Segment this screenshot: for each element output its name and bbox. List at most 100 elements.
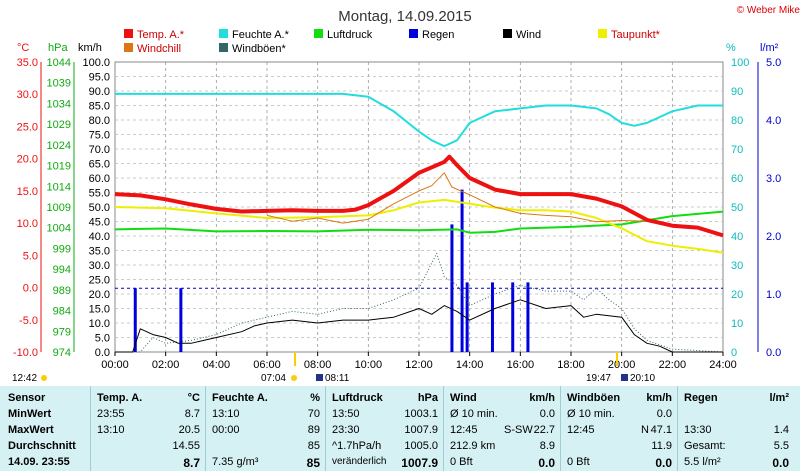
weather-chart: Montag, 14.09.2015 © Weber Mike Temp. A.… <box>12 5 800 384</box>
stats-wind-max-time: 12:45 <box>450 424 478 436</box>
pressure-axis-tick: 1004 <box>47 223 71 235</box>
series-line-windben <box>115 252 724 353</box>
pressure-axis-tick: 979 <box>53 326 71 338</box>
stats-pressure-max-val: 1007.9 <box>404 424 438 436</box>
series-line-taupunkt <box>114 198 724 254</box>
stats-pressure-trend: ^1.7hPa/h <box>332 440 382 452</box>
stats-pressure-unit: hPa <box>417 392 438 404</box>
stats-wind-title: Wind <box>450 392 477 404</box>
stats-gust-min-val: 0.0 <box>656 408 672 420</box>
moonrise-icon <box>316 374 323 381</box>
humidity-axis-tick: 60 <box>731 173 743 185</box>
wind-axis-tick: 50.0 <box>89 202 110 214</box>
stats-rain-current: 0.0 <box>772 456 789 470</box>
legend-swatch <box>124 29 133 38</box>
series-line-luftdruck <box>114 210 724 234</box>
rain-bar <box>450 224 454 352</box>
wind-axis-tick: 0.0 <box>95 347 110 359</box>
wind-axis-tick: 60.0 <box>89 173 110 185</box>
wind-axis-tick: 40.0 <box>89 231 110 243</box>
stats-col-humidity: Feuchte A. % 13:10 70 00:00 89 85 7.35 g… <box>205 386 326 471</box>
rain-axis-tick: 2.0 <box>766 231 781 243</box>
rain-bar <box>526 282 530 352</box>
rain-axis-tick: 1.0 <box>766 289 781 301</box>
series-line-tempa <box>114 154 724 238</box>
stats-humidity-max-val: 89 <box>307 424 320 436</box>
legend-label: Feuchte A.* <box>232 29 290 41</box>
legend-label: Regen <box>422 29 454 41</box>
wind-axis-tick: 30.0 <box>89 260 110 272</box>
unit-humidity: % <box>726 42 736 54</box>
stats-col-pressure: Luftdruck hPa 13:50 1003.1 23:30 1007.9 … <box>325 386 444 471</box>
x-axis-tick: 24:00 <box>709 359 737 371</box>
x-axis-tick: 02:00 <box>152 359 180 371</box>
legend-swatch <box>219 29 228 38</box>
sunrise-time: 07:04 <box>261 373 286 384</box>
x-axis-tick: 08:00 <box>304 359 332 371</box>
humidity-axis-tick: 0 <box>731 347 737 359</box>
stats-wind-min-val: 0.0 <box>539 408 555 420</box>
unit-wind: km/h <box>78 42 102 54</box>
wind-axis-tick: 95.0 <box>89 72 110 84</box>
pressure-axis-tick: 974 <box>53 347 71 359</box>
stats-pressure-title: Luftdruck <box>332 392 383 404</box>
humidity-axis-tick: 30 <box>731 260 743 272</box>
stats-max-label: MaxWert <box>8 424 54 436</box>
stats-humidity-min-val: 70 <box>307 408 320 420</box>
wind-axis-tick: 15.0 <box>89 304 110 316</box>
unit-temp: °C <box>17 42 29 54</box>
wind-axis-tick: 45.0 <box>89 217 110 229</box>
humidity-axis-tick: 100 <box>731 57 749 69</box>
wind-axis-tick: 65.0 <box>89 159 110 171</box>
pressure-axis-tick: 1039 <box>47 78 71 90</box>
stats-min-label: MinWert <box>8 408 52 420</box>
stats-temp-min-val: 8.7 <box>184 408 200 420</box>
legend-swatch <box>124 43 133 52</box>
stats-wind-unit: km/h <box>529 392 555 404</box>
stats-gust-bft: 0 Bft <box>567 456 590 468</box>
sun-icon <box>41 375 47 381</box>
stats-humidity-title: Feuchte A. <box>212 392 268 404</box>
stats-temp-max-val: 20.5 <box>178 424 200 436</box>
time-left-label: 12:42 <box>12 373 37 384</box>
stats-gust-max-time: 12:45 <box>567 424 595 436</box>
rain-bar <box>465 282 469 352</box>
x-axis-tick: 14:00 <box>456 359 484 371</box>
stats-col-rain: Regen l/m² 13:30 1.4 Gesamt: 5.5 5.5 l/m… <box>677 386 795 471</box>
pressure-axis-tick: 984 <box>53 306 71 318</box>
series-line-wind <box>115 299 723 353</box>
x-axis-tick: 18:00 <box>557 359 585 371</box>
stats-rain-total-label: Gesamt: <box>684 440 726 452</box>
moonset-icon <box>621 374 628 381</box>
wind-axis-tick: 10.0 <box>89 318 110 330</box>
stats-col-temp: Temp. A. °C 23:55 8.7 13:10 20.5 14.55 8… <box>90 386 206 471</box>
stats-col-gust: Windböen km/h Ø 10 min. 0.0 12:45 N 47.1… <box>560 386 678 471</box>
stats-pressure-avg: 1005.0 <box>404 440 438 452</box>
stats-wind-max-val: 22.7 <box>533 424 555 436</box>
humidity-axis-tick: 10 <box>731 318 743 330</box>
stats-wind-min-label: Ø 10 min. <box>450 408 498 420</box>
wind-axis-tick: 80.0 <box>89 115 110 127</box>
legend-label: Luftdruck <box>327 29 373 41</box>
pressure-axis-tick: 1024 <box>47 140 71 152</box>
stats-humidity-min-time: 13:10 <box>212 408 240 420</box>
humidity-axis-tick: 50 <box>731 202 743 214</box>
stats-col-wind: Wind km/h Ø 10 min. 0.0 12:45 S-SW 22.7 … <box>443 386 561 471</box>
wind-axis-tick: 35.0 <box>89 246 110 258</box>
wind-axis-tick: 85.0 <box>89 101 110 113</box>
pressure-axis-tick: 1044 <box>47 57 71 69</box>
temp-axis-tick: 35.0 <box>17 57 38 69</box>
temp-axis-tick: 25.0 <box>17 121 38 133</box>
x-axis-tick: 04:00 <box>203 359 231 371</box>
stats-wind-dist: 212.9 km <box>450 440 496 452</box>
stats-temp-max-time: 13:10 <box>97 424 125 436</box>
statistics-table: Sensor MinWert MaxWert Durchschnitt 14.0… <box>0 386 800 471</box>
x-axis-tick: 16:00 <box>507 359 535 371</box>
stats-gust-current: 0.0 <box>655 456 672 470</box>
x-axis-tick: 22:00 <box>659 359 687 371</box>
stats-gust-min-label: Ø 10 min. <box>567 408 615 420</box>
axes: 35.0 30.0 25.0 20.0 15.0 10.0 5.0 0.0 -5.0 -10.0 1… <box>13 57 781 371</box>
stats-rain-max-val: 1.4 <box>773 424 789 436</box>
rain-bars <box>115 189 723 352</box>
stats-current-label: 14.09. 23:55 <box>8 456 70 468</box>
